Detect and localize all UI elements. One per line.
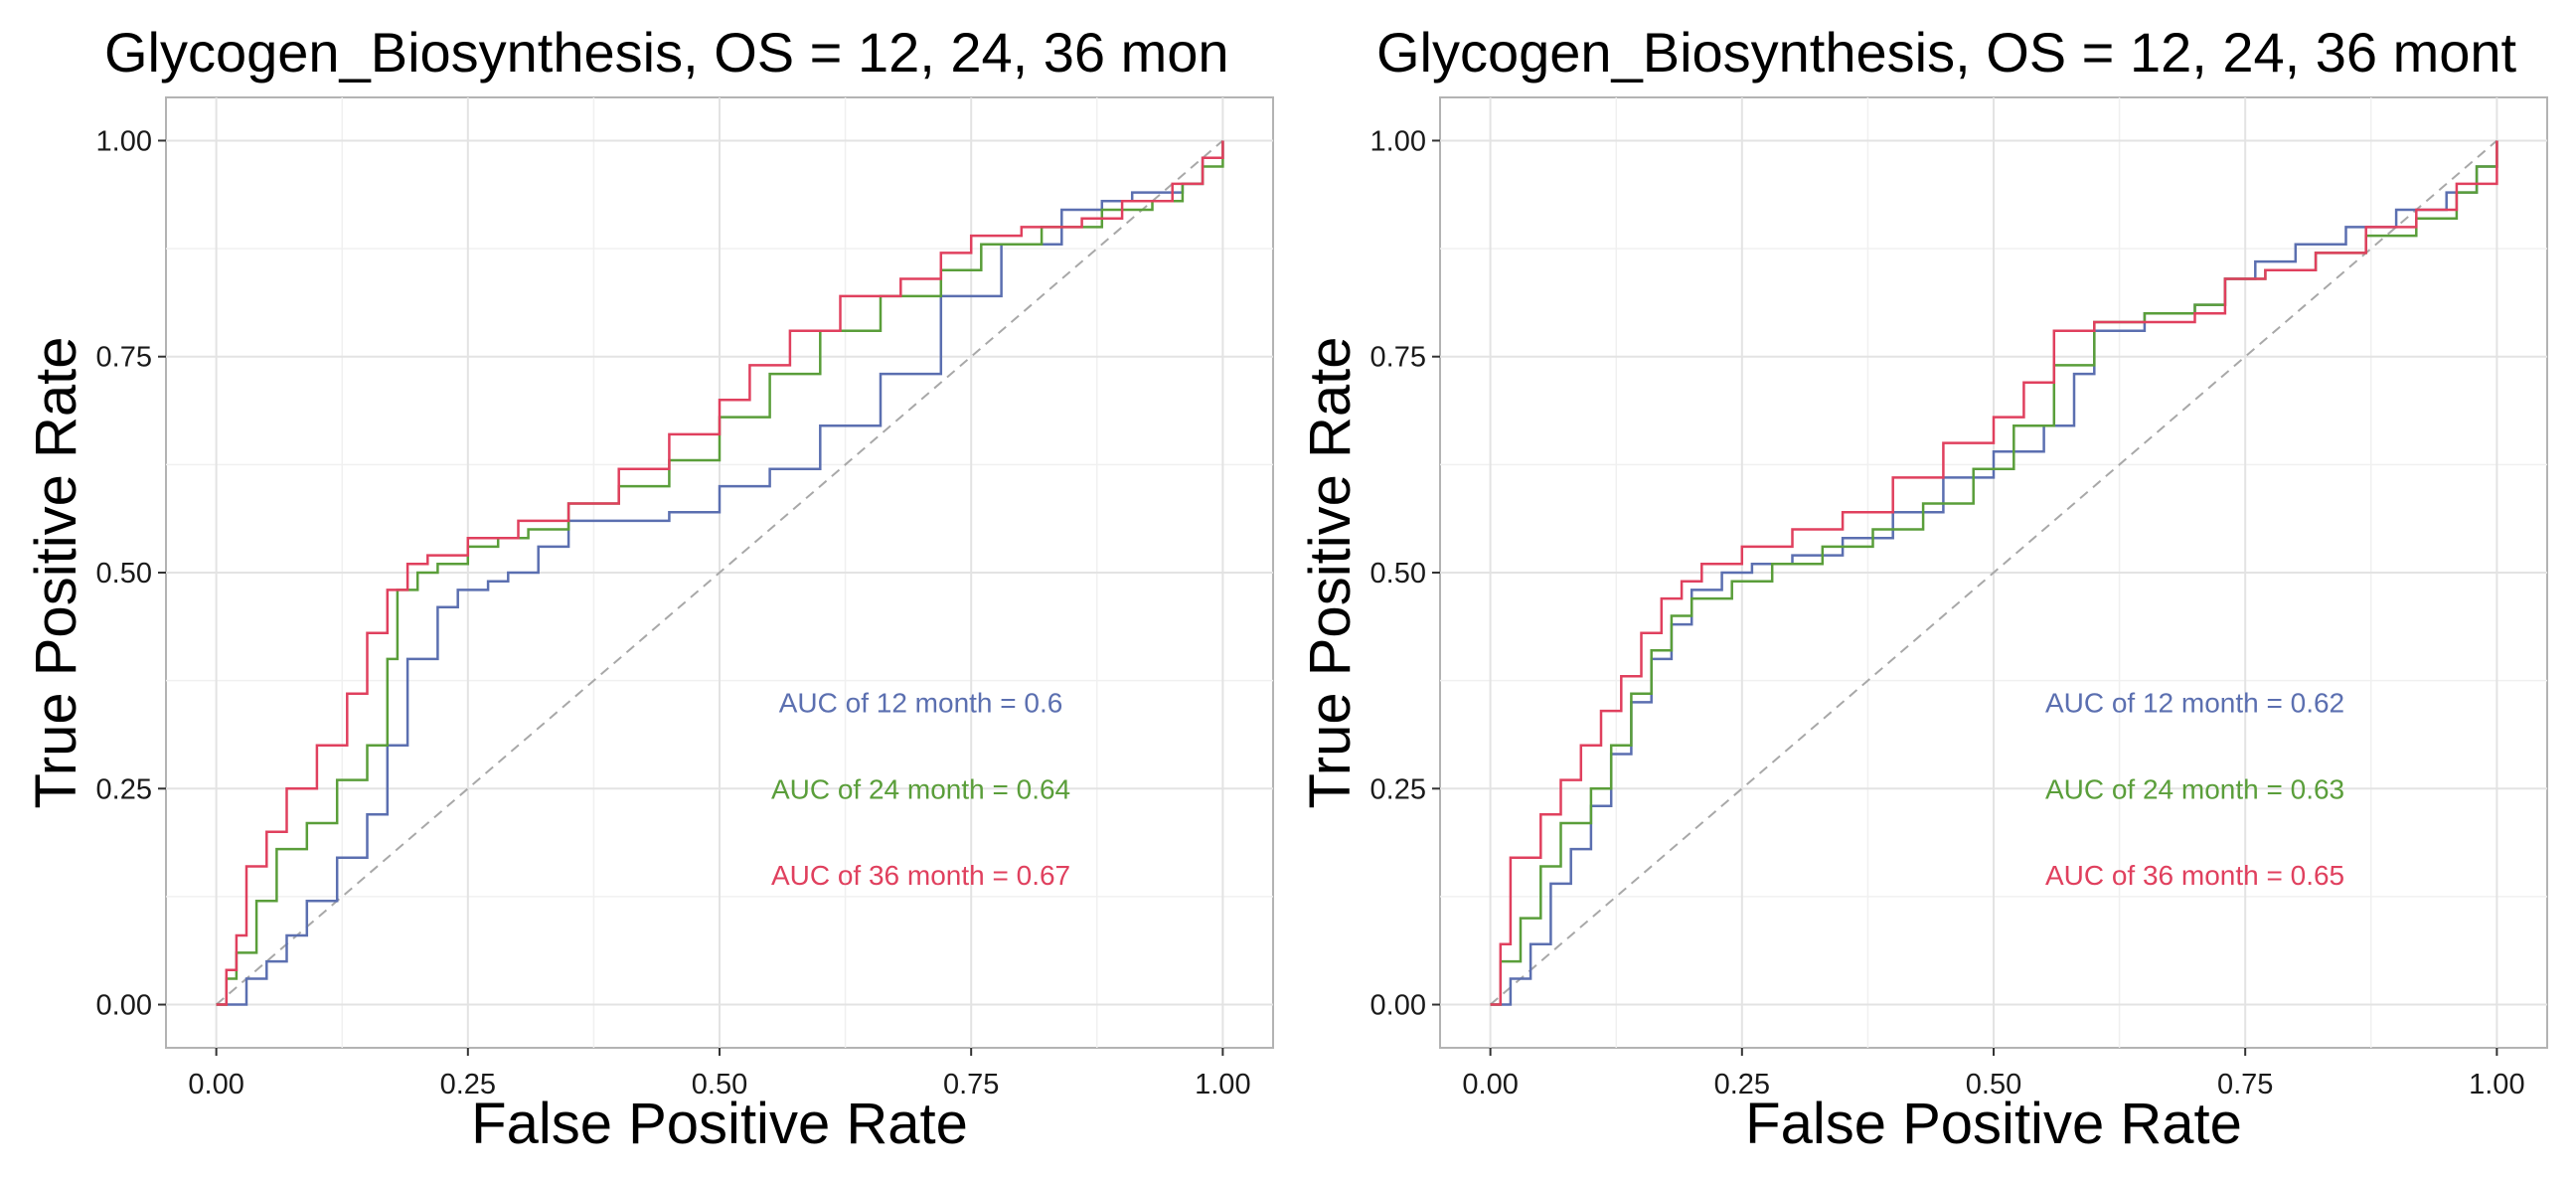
y-tick-label: 0.50	[96, 558, 152, 590]
y-tick-label: 0.75	[1370, 342, 1426, 374]
x-tick-label: 0.00	[1462, 1069, 1518, 1100]
auc-label-36m: AUC of 36 month = 0.67	[771, 860, 1070, 891]
y-tick-label: 0.25	[1370, 773, 1426, 805]
y-tick-label: 1.00	[96, 125, 152, 157]
y-tick-label: 0.50	[1370, 558, 1426, 590]
y-tick-label: 0.75	[96, 342, 152, 374]
diagonal-reference-line	[215, 139, 1224, 1006]
y-tick-label: 1.00	[1370, 125, 1426, 157]
y-tick-label: 0.00	[96, 990, 152, 1022]
chart-title: Glycogen_Biosynthesis, OS = 12, 24, 36 m…	[1376, 21, 2517, 84]
x-tick-label: 0.25	[440, 1069, 496, 1100]
x-tick-label: 1.00	[1195, 1069, 1250, 1100]
x-tick-label: 0.50	[692, 1069, 747, 1100]
auc-label-24m: AUC of 24 month = 0.63	[2045, 773, 2344, 804]
diagonal-reference-line	[1489, 139, 2498, 1006]
roc-curve-12m	[216, 140, 1224, 1006]
y-axis-title: True Positive Rate	[1298, 337, 1363, 809]
x-tick-label: 0.25	[1714, 1069, 1770, 1100]
x-tick-label: 0.50	[1966, 1069, 2021, 1100]
x-tick-label: 0.75	[943, 1069, 999, 1100]
roc-curve-36m	[1490, 140, 2498, 1006]
x-axis-title: False Positive Rate	[1745, 1092, 2242, 1156]
roc-curve-36m	[216, 140, 1224, 1006]
x-tick-label: 1.00	[2469, 1069, 2524, 1100]
y-tick-label: 0.00	[1370, 990, 1426, 1022]
y-axis-title: True Positive Rate	[24, 337, 88, 809]
y-tick-label: 0.25	[96, 773, 152, 805]
roc-panel-1: 0.00 0.25 0.50 0.75 1.00 0.00 0.25 0.50 0.75 1.00…	[24, 21, 1274, 1156]
auc-label-12m: AUC of 12 month = 0.62	[2045, 687, 2344, 718]
auc-label-24m: AUC of 24 month = 0.64	[771, 773, 1070, 804]
auc-label-36m: AUC of 36 month = 0.65	[2045, 860, 2344, 891]
x-tick-label: 0.00	[188, 1069, 243, 1100]
roc-panel-2: 0.00 0.25 0.50 0.75 1.00 0.00 0.25 0.50 0.75 1.00…	[1298, 21, 2548, 1156]
auc-label-12m: AUC of 12 month = 0.6	[779, 687, 1063, 718]
x-tick-label: 0.75	[2217, 1069, 2273, 1100]
x-axis-title: False Positive Rate	[471, 1092, 968, 1156]
chart-title: Glycogen_Biosynthesis, OS = 12, 24, 36 m…	[104, 21, 1229, 84]
